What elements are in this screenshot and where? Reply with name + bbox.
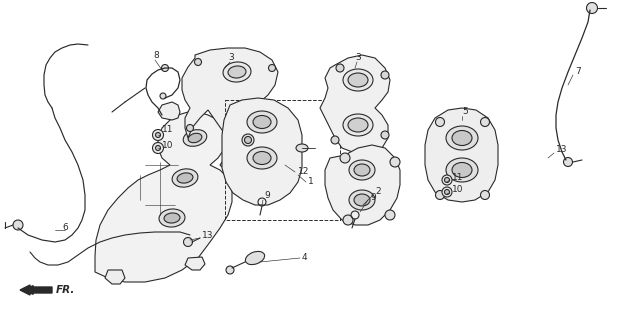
Ellipse shape bbox=[253, 115, 271, 128]
Ellipse shape bbox=[253, 151, 271, 164]
Circle shape bbox=[226, 266, 234, 274]
Text: 13: 13 bbox=[202, 231, 214, 239]
Text: 11: 11 bbox=[162, 126, 173, 135]
Circle shape bbox=[381, 71, 389, 79]
Ellipse shape bbox=[172, 169, 198, 187]
Circle shape bbox=[435, 190, 445, 199]
Ellipse shape bbox=[343, 69, 373, 91]
Text: 10: 10 bbox=[162, 141, 173, 149]
Ellipse shape bbox=[349, 160, 375, 180]
Circle shape bbox=[242, 134, 254, 146]
Circle shape bbox=[336, 64, 344, 72]
Ellipse shape bbox=[446, 126, 478, 150]
Ellipse shape bbox=[236, 106, 260, 124]
Polygon shape bbox=[95, 112, 232, 282]
Ellipse shape bbox=[349, 190, 375, 210]
Text: 10: 10 bbox=[452, 185, 463, 195]
Circle shape bbox=[13, 220, 23, 230]
Circle shape bbox=[152, 129, 163, 141]
Ellipse shape bbox=[452, 162, 472, 177]
Text: 9: 9 bbox=[370, 193, 376, 203]
Polygon shape bbox=[185, 257, 205, 270]
Circle shape bbox=[184, 238, 193, 246]
Ellipse shape bbox=[343, 114, 373, 136]
Text: 2: 2 bbox=[375, 188, 381, 197]
Circle shape bbox=[586, 3, 598, 13]
Ellipse shape bbox=[354, 194, 370, 206]
Ellipse shape bbox=[245, 252, 264, 265]
Circle shape bbox=[152, 142, 163, 154]
Bar bbox=[225, 100, 340, 220]
Ellipse shape bbox=[188, 133, 202, 143]
Ellipse shape bbox=[159, 209, 185, 227]
Ellipse shape bbox=[354, 164, 370, 176]
Circle shape bbox=[442, 187, 452, 197]
Text: 1: 1 bbox=[308, 177, 314, 186]
Polygon shape bbox=[222, 98, 302, 205]
Circle shape bbox=[156, 146, 161, 150]
Circle shape bbox=[186, 125, 193, 132]
Circle shape bbox=[381, 131, 389, 139]
Circle shape bbox=[160, 93, 166, 99]
Ellipse shape bbox=[164, 213, 180, 223]
Ellipse shape bbox=[241, 110, 255, 120]
Text: 12: 12 bbox=[298, 168, 309, 176]
Ellipse shape bbox=[348, 73, 368, 87]
Polygon shape bbox=[320, 55, 390, 153]
Circle shape bbox=[269, 65, 275, 72]
Ellipse shape bbox=[452, 130, 472, 146]
Circle shape bbox=[244, 136, 252, 143]
Polygon shape bbox=[220, 155, 240, 172]
Circle shape bbox=[343, 215, 353, 225]
Circle shape bbox=[156, 133, 161, 137]
Text: 6: 6 bbox=[62, 224, 68, 232]
Text: 3: 3 bbox=[228, 52, 234, 61]
Polygon shape bbox=[158, 102, 180, 120]
FancyArrow shape bbox=[20, 285, 52, 295]
Text: 4: 4 bbox=[302, 252, 308, 261]
Circle shape bbox=[340, 153, 350, 163]
Circle shape bbox=[481, 117, 490, 127]
Ellipse shape bbox=[296, 144, 308, 152]
Polygon shape bbox=[182, 48, 278, 142]
Text: 7: 7 bbox=[575, 67, 580, 77]
Ellipse shape bbox=[183, 130, 207, 146]
Circle shape bbox=[390, 157, 400, 167]
Text: 13: 13 bbox=[556, 146, 568, 155]
Polygon shape bbox=[325, 145, 400, 225]
Ellipse shape bbox=[247, 147, 277, 169]
Circle shape bbox=[445, 190, 449, 195]
Circle shape bbox=[435, 117, 445, 127]
Circle shape bbox=[195, 59, 202, 66]
Text: 3: 3 bbox=[355, 52, 361, 61]
Circle shape bbox=[442, 175, 452, 185]
Polygon shape bbox=[425, 108, 498, 202]
Ellipse shape bbox=[223, 62, 251, 82]
Polygon shape bbox=[105, 270, 125, 284]
Text: 8: 8 bbox=[153, 51, 159, 59]
Circle shape bbox=[445, 177, 449, 183]
Ellipse shape bbox=[446, 158, 478, 182]
Circle shape bbox=[563, 157, 573, 167]
Text: 9: 9 bbox=[264, 191, 269, 201]
Circle shape bbox=[161, 65, 168, 72]
Ellipse shape bbox=[228, 66, 246, 78]
Ellipse shape bbox=[348, 118, 368, 132]
Text: 5: 5 bbox=[462, 107, 468, 116]
Circle shape bbox=[331, 136, 339, 144]
Text: 11: 11 bbox=[452, 172, 463, 182]
Circle shape bbox=[385, 210, 395, 220]
Circle shape bbox=[271, 121, 278, 128]
Text: FR.: FR. bbox=[56, 285, 76, 295]
Ellipse shape bbox=[247, 111, 277, 133]
Ellipse shape bbox=[177, 173, 193, 183]
Circle shape bbox=[481, 190, 490, 199]
